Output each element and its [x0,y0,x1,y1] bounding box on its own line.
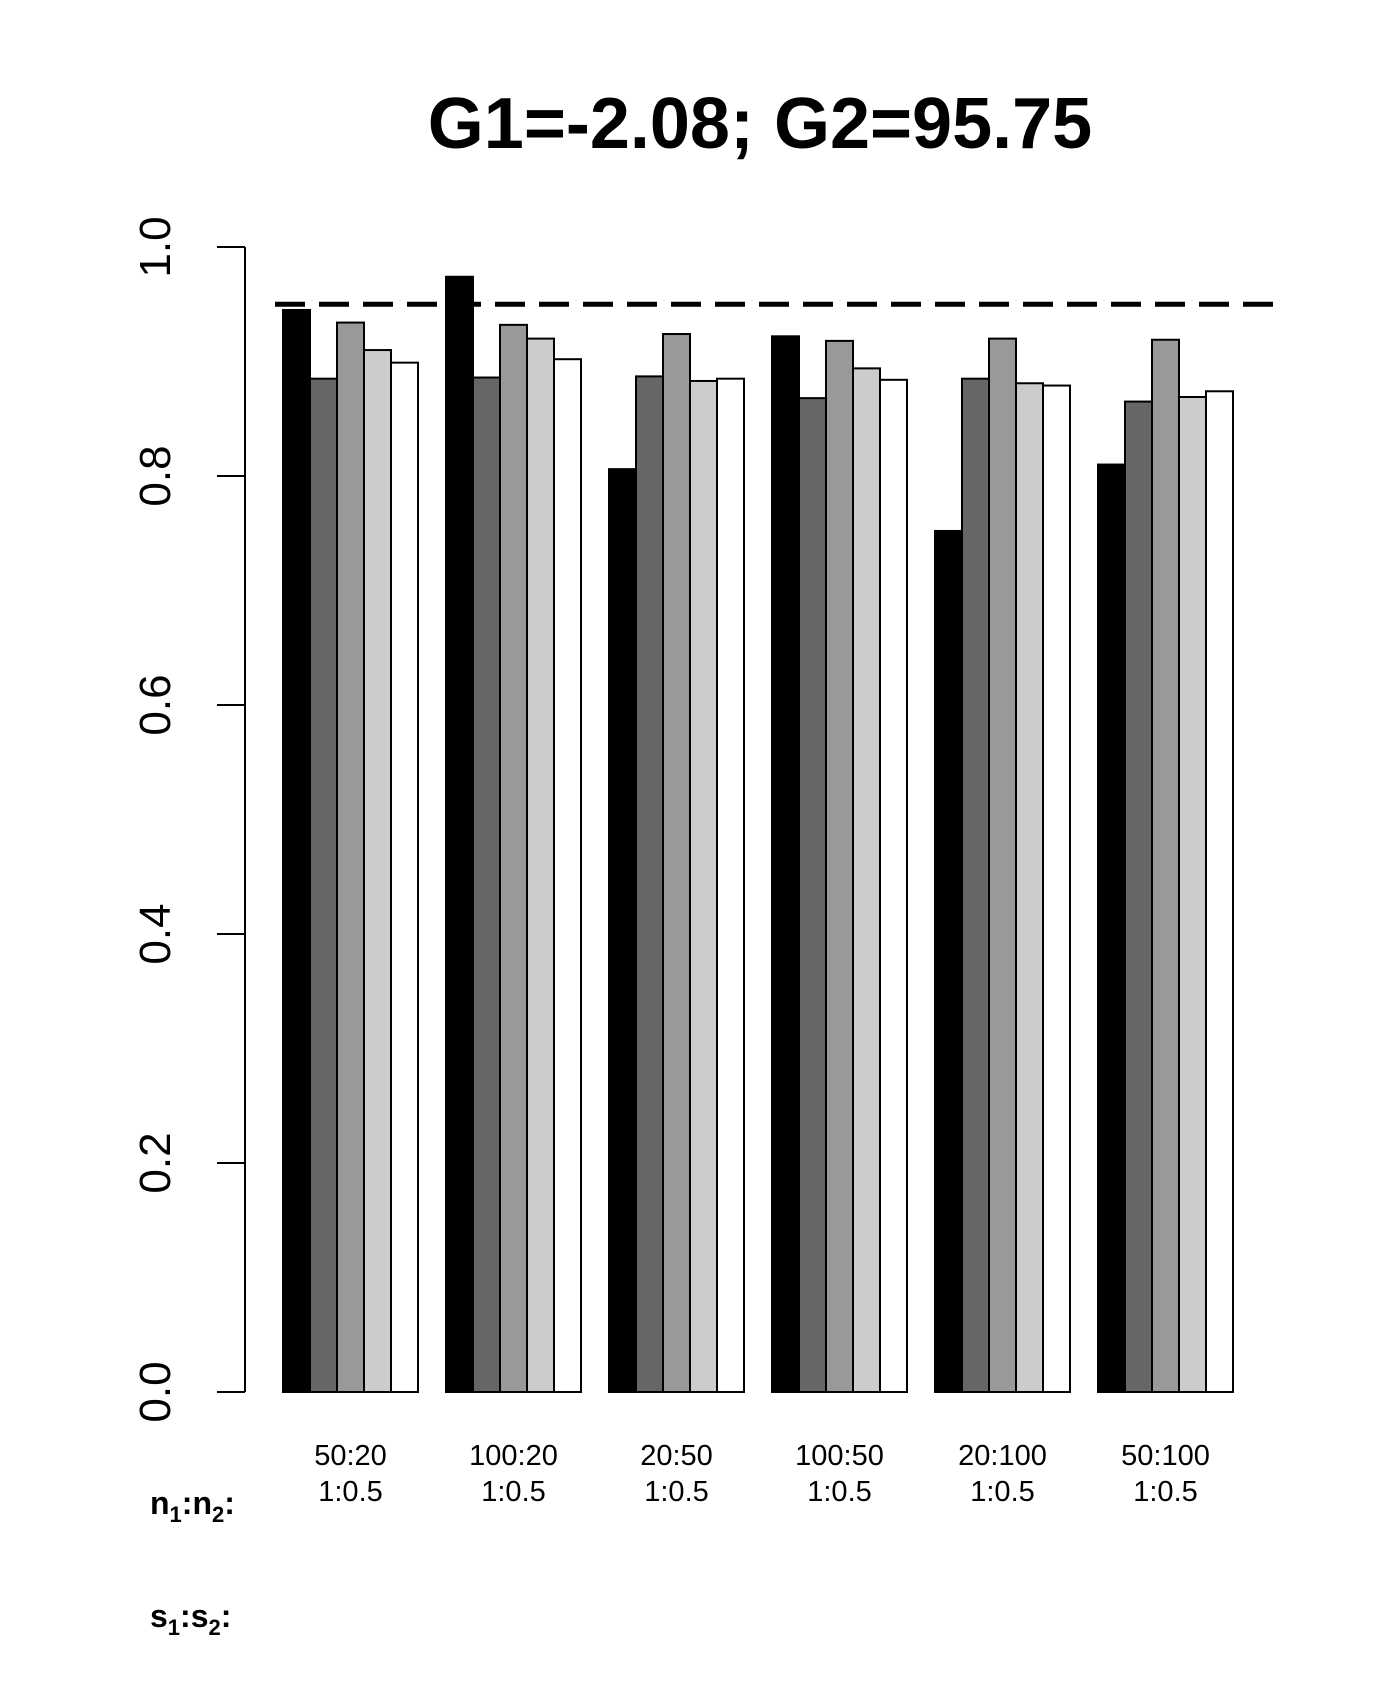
bar-100-50-series-3 [825,339,854,1393]
bar-50-100-series-2 [1124,400,1153,1393]
x-label-n-ratio: 20:50 [640,1440,713,1472]
bar-100-20-series-5 [553,358,582,1394]
x-label-s-ratio: 1:0.5 [481,1476,546,1508]
y-tick-label: 0.6 [131,674,180,735]
row-label-n1-n2: n1:n2: [150,1485,235,1527]
y-tick-label: 0.2 [131,1132,180,1193]
bar-20-50-series-3 [662,333,691,1393]
bar-100-20-series-1 [445,275,474,1393]
x-label-n-ratio: 100:20 [469,1440,558,1472]
x-label-n-ratio: 50:100 [1121,1440,1210,1472]
bar-50-20-series-5 [390,361,419,1393]
bar-100-20-series-2 [472,376,501,1393]
x-label-s-ratio: 1:0.5 [1133,1476,1198,1508]
x-label-n-ratio: 50:20 [314,1440,387,1472]
bar-20-50-series-2 [635,375,664,1393]
y-axis: 0.0 0.2 0.4 0.6 0.8 1.0 [131,216,246,1423]
bars-group [282,275,1234,1394]
bar-100-50-series-5 [879,378,908,1393]
bar-100-50-series-2 [798,397,827,1393]
bar-50-20-series-4 [363,349,392,1393]
bar-100-20-series-4 [526,337,555,1394]
row-label-s1-s2: s1:s2: [150,1598,231,1640]
bar-20-100-series-3 [988,337,1017,1394]
row-labels: n1:n2: s1:s2: [150,1485,235,1640]
bar-20-50-series-4 [689,379,718,1393]
bar-20-50-series-1 [608,468,637,1393]
x-category-labels: 50:20 1:0.5 100:20 1:0.5 20:50 1:0.5 100:50 1:0… [314,1440,1210,1508]
bar-50-20-series-1 [282,308,311,1394]
x-label-s-ratio: 1:0.5 [807,1476,872,1508]
bar-50-20-series-3 [336,321,365,1394]
chart-title: G1=-2.08; G2=95.75 [428,84,1092,164]
x-label-s-ratio: 1:0.5 [970,1476,1035,1508]
bar-20-50-series-5 [716,377,745,1393]
bar-20-100-series-4 [1015,382,1044,1393]
bar-50-20-series-2 [309,377,338,1393]
bar-100-20-series-3 [499,323,528,1393]
y-tick-label: 0.4 [131,903,180,964]
bar-50-100-series-5 [1205,390,1234,1393]
x-label-s-ratio: 1:0.5 [644,1476,709,1508]
y-tick-label: 1.0 [131,216,180,277]
bar-100-50-series-4 [852,367,881,1393]
bar-50-100-series-1 [1097,463,1126,1393]
y-tick-label: 0.8 [131,445,180,506]
bar-20-100-series-2 [961,377,990,1393]
bar-20-100-series-5 [1042,384,1071,1394]
bar-50-100-series-4 [1178,395,1207,1393]
y-tick-label: 0.0 [131,1361,180,1422]
x-label-s-ratio: 1:0.5 [318,1476,383,1508]
bar-20-100-series-1 [934,529,963,1393]
x-label-n-ratio: 20:100 [958,1440,1047,1472]
bar-50-100-series-3 [1151,338,1180,1393]
bar-100-50-series-1 [771,335,800,1393]
x-label-n-ratio: 100:50 [795,1440,884,1472]
